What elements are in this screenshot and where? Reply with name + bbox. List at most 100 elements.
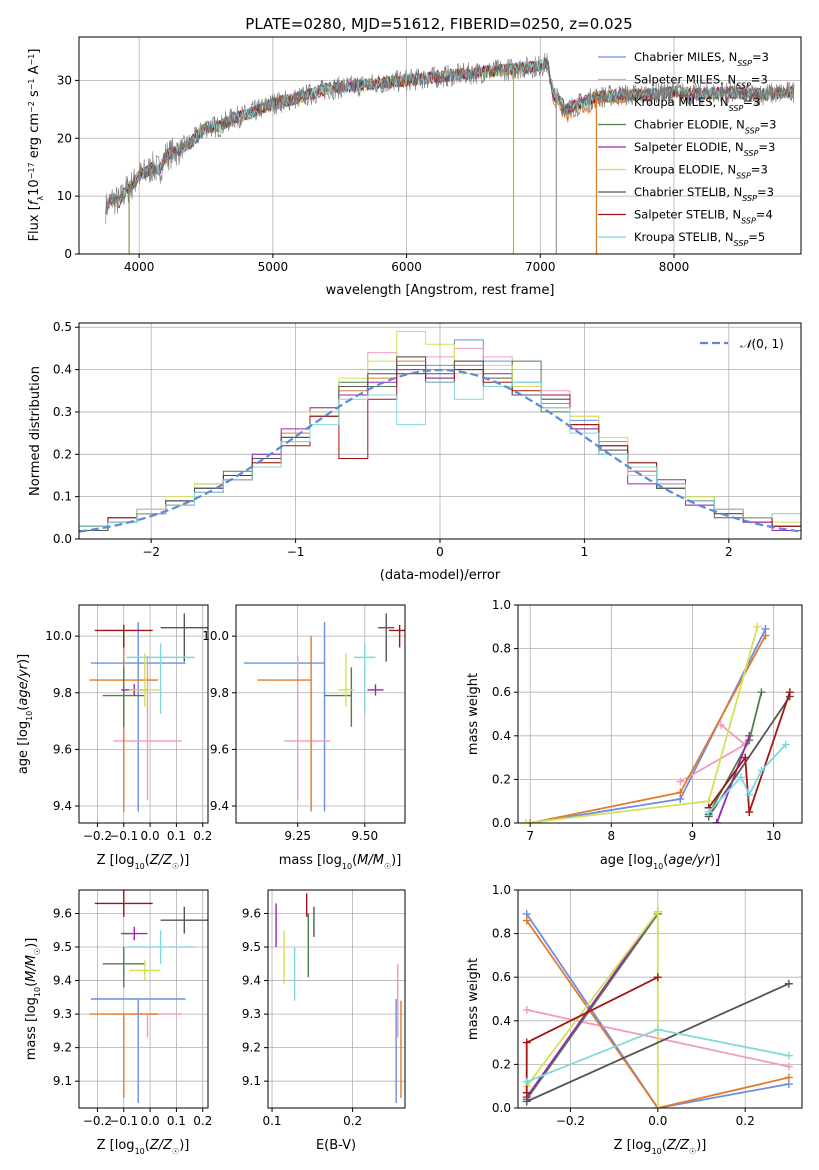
grid bbox=[79, 323, 801, 540]
mass-vs-z-xlabel: Z [log10(Z/Z☉)] bbox=[97, 1138, 190, 1156]
legend-entry-name: Kroupa ELODIE bbox=[634, 163, 720, 177]
y-tick-label: 9.4 bbox=[210, 799, 229, 813]
y-tick-label: 9.8 bbox=[53, 686, 72, 700]
plot-area bbox=[522, 907, 793, 1108]
series-line bbox=[526, 982, 790, 1103]
histogram-ylabel: Normed distribution bbox=[28, 366, 43, 496]
x-tick-label: 0.0 bbox=[648, 1114, 667, 1128]
series-marker bbox=[785, 688, 794, 697]
histogram-kroupa-stelib bbox=[79, 381, 801, 539]
axes-border bbox=[267, 889, 406, 1109]
panel-mass-weight-vs-z: −0.2 0.0 0.2 0.0 0.2 0.4 0.6 0.8 1.0 Z [log10(Z/Z… bbox=[466, 883, 803, 1156]
series-marker bbox=[526, 819, 535, 823]
errorbar-chabrier-stelib bbox=[378, 613, 395, 662]
series-chabrier-miles bbox=[526, 624, 770, 823]
y-tick-label: 9.3 bbox=[242, 1007, 261, 1021]
axes-border bbox=[235, 604, 406, 824]
mass-vs-ebv-xlabel: E(B-V) bbox=[316, 1138, 356, 1153]
errorbar-chabrier-miles bbox=[244, 621, 326, 812]
legend-entry-nssp: 3 bbox=[760, 73, 767, 87]
axes-frame: −0.2−0.1 0.0 0.1 0.2 9.4 9.6 9.8 10.0 bbox=[45, 604, 212, 843]
legend-entry: Chabrier ELODIE, NSSP=3 bbox=[634, 118, 776, 136]
legend-entry-name: Chabrier ELODIE bbox=[634, 118, 729, 132]
y-tick-label: 9.2 bbox=[242, 1041, 261, 1055]
x-tick-label: 7000 bbox=[525, 260, 556, 274]
series-marker bbox=[704, 808, 713, 817]
plot-area bbox=[89, 613, 208, 812]
errorbar-chabrier-stelib bbox=[160, 613, 208, 662]
y-tick-label: 10.0 bbox=[202, 629, 229, 643]
series-line bbox=[707, 691, 791, 813]
x-tick-label: 0.1 bbox=[167, 1114, 186, 1128]
panel-age-vs-z: −0.2−0.1 0.0 0.1 0.2 9.4 9.6 9.8 10.0 Z [log10(Z… bbox=[16, 604, 212, 871]
axes-frame: −2 −1 0 1 2 0.0 0.1 0.2 0.3 0.4 0.5 bbox=[53, 320, 802, 559]
x-tick-label: 0.0 bbox=[141, 1114, 160, 1128]
legend-entry-nssp: 4 bbox=[765, 208, 772, 222]
errorbar-salpeter-stelib bbox=[94, 624, 153, 648]
series-marker bbox=[676, 788, 685, 797]
plot-area bbox=[244, 613, 405, 812]
series-kroupa-miles bbox=[526, 631, 770, 823]
errorbar-salpeter-miles bbox=[284, 655, 330, 801]
series-marker bbox=[712, 819, 721, 823]
y-tick-label: 0.5 bbox=[53, 320, 72, 334]
legend-entry-name: Chabrier MILES bbox=[634, 50, 721, 64]
y-tick-label: 9.2 bbox=[53, 1041, 72, 1055]
panel-mass-vs-ebv: 0.1 0.2 9.1 9.2 9.3 9.4 9.5 9.6 E(B-V) bbox=[242, 889, 406, 1153]
y-tick-label: 9.6 bbox=[53, 906, 72, 920]
series-line bbox=[525, 911, 659, 1098]
age-vs-z-ylabel: age [log10(age/yr)] bbox=[16, 654, 34, 774]
y-tick-label: 0.2 bbox=[492, 1057, 511, 1071]
errorbar-salpeter-stelib bbox=[94, 890, 153, 917]
plot-area bbox=[105, 53, 795, 254]
grid bbox=[79, 605, 208, 823]
axes-border bbox=[78, 604, 209, 824]
series-marker bbox=[653, 1104, 662, 1108]
axes-frame: −0.2−0.1 0.0 0.1 0.2 9.1 9.2 9.3 9.4 9.5 9.6 bbox=[53, 889, 212, 1128]
legend-entry-name: Salpeter STELIB bbox=[634, 208, 725, 222]
x-tick-label: 0.2 bbox=[343, 1114, 362, 1128]
legend-entry-nssp: 3 bbox=[760, 163, 767, 177]
histogram-xlabel: (data-model)/error bbox=[380, 568, 501, 583]
series-marker bbox=[757, 766, 766, 775]
series-marker bbox=[784, 1051, 793, 1060]
axes-frame: −0.2 0.0 0.2 0.0 0.2 0.4 0.6 0.8 1.0 bbox=[492, 883, 803, 1128]
x-tick-label: 0.0 bbox=[141, 829, 160, 843]
series-marker bbox=[784, 979, 793, 988]
mass-vs-z-ylabel: mass [log10(M/M☉)] bbox=[24, 938, 42, 1061]
y-tick-label: 0.2 bbox=[492, 772, 511, 786]
y-tick-label: 0.4 bbox=[492, 729, 511, 743]
errorbar-kroupa-miles bbox=[89, 1013, 158, 1098]
series-marker bbox=[653, 1025, 662, 1034]
x-tick-label: 7 bbox=[526, 829, 534, 843]
grid bbox=[236, 605, 405, 823]
y-tick-label: 30 bbox=[57, 73, 72, 87]
legend-entry-nssp: 3 bbox=[762, 50, 769, 64]
mass-weight-vs-z-ylabel: mass weight bbox=[466, 958, 481, 1040]
plot-area bbox=[89, 890, 208, 1103]
series-marker bbox=[761, 631, 770, 640]
errorbar-kroupa-elodie bbox=[129, 960, 161, 981]
y-tick-label: 0.2 bbox=[53, 447, 72, 461]
x-tick-label: 4000 bbox=[124, 260, 155, 274]
mass-weight-vs-age-xlabel: age [log10(age/yr)] bbox=[600, 853, 720, 871]
y-tick-label: 9.4 bbox=[53, 974, 72, 988]
y-tick-label: 9.4 bbox=[242, 974, 261, 988]
y-tick-label: 1.0 bbox=[492, 598, 511, 612]
plot-area bbox=[522, 622, 794, 823]
errorbar-salpeter-stelib bbox=[388, 624, 405, 648]
series-line bbox=[525, 913, 659, 1100]
errorbar-salpeter-elodie bbox=[367, 684, 384, 696]
legend-entry: Chabrier STELIB, NSSP=3 bbox=[634, 185, 774, 203]
series-marker bbox=[522, 916, 531, 925]
mass-weight-vs-z-xlabel: Z [log10(Z/Z☉)] bbox=[614, 1138, 707, 1156]
y-tick-label: 10.0 bbox=[45, 629, 72, 643]
panel-age-vs-mass: 9.25 9.50 9.4 9.6 9.8 10.0 mass [log10(M/M☉)] bbox=[202, 604, 406, 871]
legend-entry-name: Kroupa MILES bbox=[634, 95, 713, 109]
y-tick-label: 0.0 bbox=[492, 1101, 511, 1115]
x-tick-label: 9.50 bbox=[351, 829, 378, 843]
y-tick-label: 9.4 bbox=[53, 799, 72, 813]
series-marker bbox=[745, 808, 754, 817]
errorbar-chabrier-elodie bbox=[102, 667, 145, 727]
